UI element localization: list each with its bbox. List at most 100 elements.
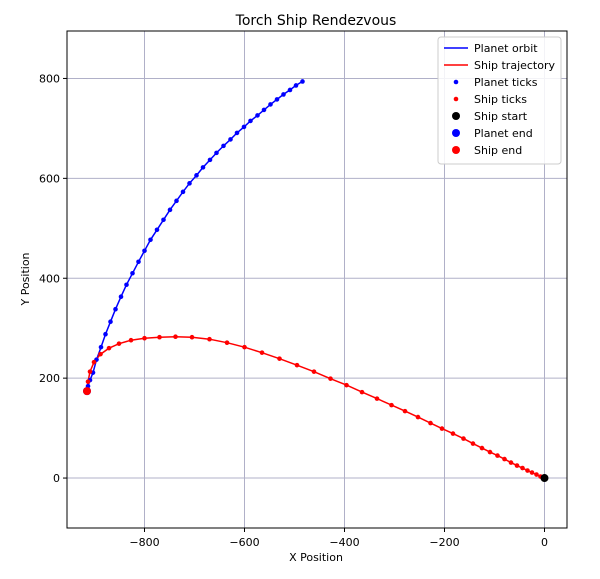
ship-tick: [374, 396, 380, 401]
planet-tick: [118, 294, 124, 300]
planet-tick: [154, 227, 160, 233]
ship-tick: [402, 408, 408, 414]
x-axis-ticks: −800 −600 −400 −200 0: [129, 528, 548, 549]
plot-frame: [66, 30, 568, 529]
ship-tick: [116, 341, 122, 346]
planet-tick: [300, 79, 305, 84]
planet-tick: [214, 150, 219, 156]
ship-tick: [328, 376, 333, 381]
ship-tick: [189, 334, 195, 340]
legend-box: [437, 36, 562, 165]
ship-tick: [344, 382, 349, 388]
planet-tick: [161, 217, 166, 223]
planet-tick: [293, 83, 299, 88]
ship-tick: [525, 468, 530, 473]
legend-dot-swatch: [452, 146, 460, 154]
ship-tick: [470, 441, 476, 446]
legend-label: Ship ticks: [474, 93, 527, 106]
planet-tick: [274, 97, 280, 102]
ship-tick: [128, 337, 134, 343]
planet-tick: [241, 124, 247, 130]
ship-tick: [91, 359, 97, 365]
ship-tick: [106, 345, 112, 351]
ship-tick: [495, 453, 500, 458]
planet-tick: [98, 344, 104, 350]
legend-label: Ship end: [474, 144, 522, 157]
x-tick-label: −200: [429, 536, 459, 549]
planet-tick: [130, 270, 135, 276]
chart-title: Torch Ship Rendezvous: [235, 13, 397, 29]
ship-tick: [534, 472, 539, 477]
ship-trajectory-line: [86, 335, 545, 479]
ship-tick: [294, 362, 300, 368]
planet-tick: [180, 189, 186, 195]
ship-tick: [514, 463, 520, 468]
plot-marks: [83, 79, 549, 483]
ship-tick: [415, 414, 421, 420]
planet-tick: [228, 137, 233, 142]
ship-end-marker: [83, 387, 91, 396]
planet-tick: [261, 107, 267, 113]
y-axis-label: Y Position: [19, 252, 32, 306]
ship-start-marker: [540, 474, 549, 483]
ship-tick: [487, 449, 493, 455]
x-tick-label: 0: [541, 536, 548, 549]
planet-tick: [136, 259, 141, 265]
ship-tick: [311, 369, 317, 374]
planet-tick: [174, 198, 179, 204]
planet-tick: [103, 331, 108, 337]
ship-tick: [502, 456, 507, 462]
ship-tick: [529, 470, 535, 475]
x-axis-label: X Position: [289, 551, 343, 564]
legend-label: Planet orbit: [474, 42, 538, 55]
ship-tick: [142, 335, 147, 341]
ship-tick: [461, 436, 466, 441]
ship-tick: [87, 369, 93, 374]
ship-tick: [479, 445, 485, 451]
legend-dot-swatch: [452, 129, 460, 137]
ship-tick: [85, 379, 91, 384]
legend-label: Planet ticks: [474, 76, 538, 89]
planet-tick: [287, 87, 293, 93]
ship-tick: [359, 389, 365, 395]
planet-tick: [187, 181, 192, 186]
legend-dot-swatch: [453, 96, 459, 102]
ship-tick: [508, 460, 514, 465]
y-tick-label: 400: [39, 272, 60, 285]
x-tick-label: −600: [229, 536, 259, 549]
planet-tick: [255, 113, 260, 118]
y-axis-ticks: 0 200 400 600 800: [39, 72, 67, 485]
planet-tick: [124, 282, 129, 288]
ship-tick: [277, 356, 282, 361]
ship-tick: [98, 351, 103, 357]
ship-tick: [520, 465, 525, 471]
planet-tick: [221, 143, 226, 149]
y-tick-label: 800: [39, 72, 60, 85]
ship-tick: [428, 420, 433, 426]
ship-tick: [173, 334, 178, 339]
planet-tick: [200, 165, 206, 170]
planet-tick: [234, 130, 240, 136]
y-tick-label: 200: [39, 372, 60, 385]
legend-label: Planet end: [474, 127, 533, 140]
legend-dot-swatch: [453, 79, 459, 85]
y-tick-label: 600: [39, 172, 60, 185]
x-tick-label: −400: [329, 536, 359, 549]
ship-tick: [450, 431, 456, 436]
legend-dot-swatch: [452, 112, 460, 120]
legend-label: Ship start: [474, 110, 528, 123]
ship-tick: [259, 350, 265, 355]
ship-tick: [157, 334, 162, 340]
y-tick-label: 0: [53, 472, 60, 485]
legend: Planet orbit Ship trajectory Planet ticks S…: [437, 36, 562, 165]
planet-tick: [142, 248, 147, 254]
ship-tick: [224, 340, 230, 345]
planet-tick: [281, 92, 286, 97]
ship-tick: [207, 336, 212, 342]
planet-tick: [148, 237, 153, 243]
planet-tick: [113, 306, 118, 312]
planet-tick: [167, 207, 173, 213]
legend-label: Ship trajectory: [474, 59, 556, 72]
ship-tick: [389, 402, 394, 408]
ship-tick: [242, 344, 247, 350]
